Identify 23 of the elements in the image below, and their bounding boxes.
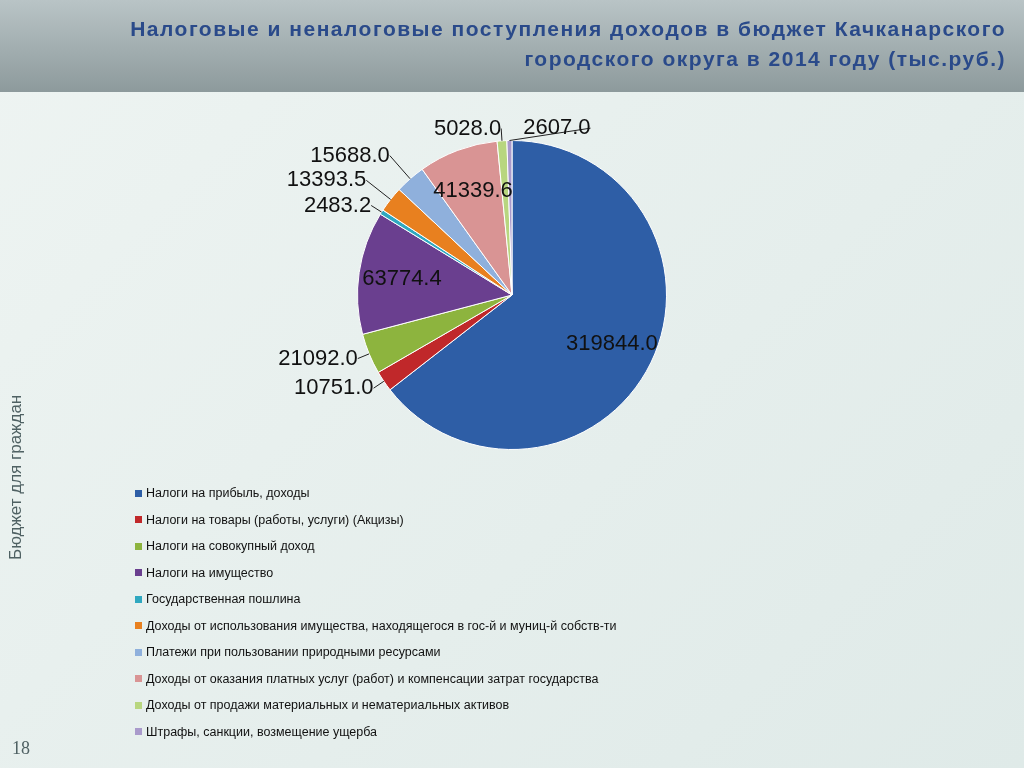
legend-label: Штрафы, санкции, возмещение ущерба (145, 723, 379, 741)
legend-label: Доходы от использования имущества, находящегося в гос-й и муниц-й собств-ти (145, 617, 617, 635)
data-label: 63774.4 (362, 264, 442, 290)
data-label: 10751.0 (294, 374, 374, 400)
data-label: 5028.0 (433, 114, 502, 140)
data-label: 15688.0 (310, 141, 390, 167)
text: Бюджет для граждан (6, 394, 26, 560)
legend-label: Платежи при пользовании природными ресурсами (145, 644, 442, 662)
chart-title: Налоговые и неналоговые поступления доходов в бюджет Качканарского городского округа в 2014 году (тыс.руб.) (129, 16, 1006, 72)
data-label: 2483.2 (303, 191, 372, 217)
legend-label: Налоги на товары (работы, услуги) (Акцизы) (145, 511, 405, 529)
legend-label: Налоги на совокупный доход (145, 538, 316, 556)
text: 18 (12, 738, 30, 759)
legend-label: Государственная пошлина (145, 591, 302, 609)
legend-label: Доходы от продажи материальных и нематериальных активов (145, 697, 511, 715)
legend-label: Доходы от оказания платных услуг (работ) и компенсации затрат государства (145, 670, 600, 688)
legend-label: Налоги на прибыль, доходы (145, 485, 311, 503)
data-label: 2607.0 (523, 114, 591, 140)
data-label: 21092.0 (278, 344, 358, 370)
data-label: 319844.0 (566, 329, 658, 355)
legend-label: Налоги на имущество (145, 564, 275, 582)
data-label: 41339.6 (433, 176, 513, 202)
data-label: 13393.5 (286, 166, 367, 192)
